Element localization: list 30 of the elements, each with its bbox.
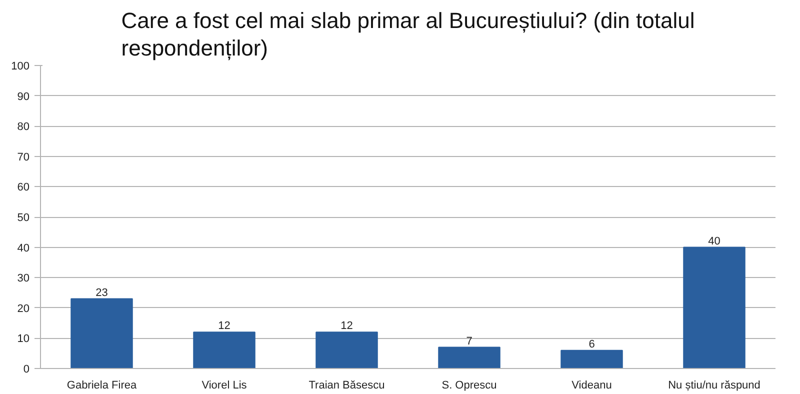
bar: [560, 350, 623, 368]
data-label: 12: [218, 320, 230, 332]
bar: [683, 246, 746, 368]
bar: [193, 332, 256, 368]
data-label: 23: [96, 286, 108, 299]
data-label: 12: [340, 320, 353, 332]
x-tick-label: S. Oprescu: [442, 380, 497, 392]
y-tick-label: 0: [23, 364, 30, 376]
y-tick-label: 20: [17, 302, 30, 315]
y-tick-label: 80: [17, 121, 30, 134]
chart-title: Care a fost cel mai slab primar al Bucureștiului? (din totalul respondenților): [121, 8, 695, 60]
bar: [70, 298, 133, 368]
x-tick-label: Traian Băsescu: [308, 380, 385, 392]
y-tick-label: 90: [17, 90, 30, 103]
x-tick-label: Gabriela Firea: [66, 380, 138, 392]
data-label: 6: [588, 338, 595, 350]
data-label: 7: [466, 335, 472, 348]
x-tick-label: Nu știu/nu răspund: [668, 380, 760, 392]
y-tick-label: 100: [11, 60, 30, 72]
bar: [438, 346, 500, 368]
data-label: 40: [708, 235, 720, 248]
y-tick-label: 60: [17, 182, 30, 194]
y-tick-label: 40: [17, 242, 30, 254]
bar: [316, 332, 378, 368]
y-tick-label: 30: [17, 272, 30, 285]
y-tick-label: 50: [17, 212, 30, 224]
y-tick-label: 70: [17, 151, 30, 164]
x-tick-label: Viorel Lis: [202, 380, 248, 392]
x-tick-label: Videanu: [572, 380, 612, 392]
y-tick-label: 10: [17, 333, 30, 346]
